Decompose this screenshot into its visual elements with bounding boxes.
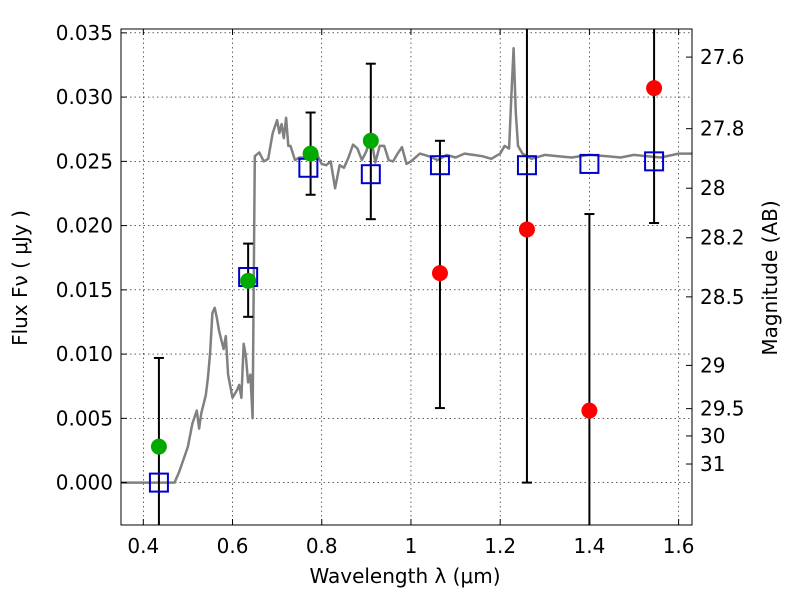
y-tick-label: 0.000 [56, 471, 113, 495]
right-tick-label: 30 [700, 424, 725, 448]
right-tick-label: 27.6 [700, 45, 745, 69]
x-tick-label: 0.4 [127, 534, 159, 558]
y-tick-label: 0.035 [56, 21, 113, 45]
detection-marker [240, 272, 257, 289]
right-tick-label: 28 [700, 176, 725, 200]
x-axis-title: Wavelength λ (μm) [309, 564, 500, 588]
y-tick-label: 0.020 [56, 214, 113, 238]
plot-frame [120, 28, 693, 526]
y-tick-label: 0.025 [56, 149, 113, 173]
right-tick-label: 27.8 [700, 117, 745, 141]
model-square-marker [429, 155, 450, 176]
data-layer [121, 29, 692, 525]
model-square-marker [360, 164, 381, 185]
x-tick-label: 1.2 [484, 534, 516, 558]
y-axis-title: Flux Fν ( μJy ) [8, 210, 32, 346]
y-tick-label: 0.030 [56, 85, 113, 109]
right-tick-label: 29.5 [700, 397, 745, 421]
detection-marker [362, 132, 379, 149]
right-tick-label: 31 [700, 452, 725, 476]
x-tick-label: 0.6 [217, 534, 249, 558]
detection-marker [150, 438, 167, 455]
model-square-marker [516, 155, 537, 176]
x-tick-label: 1.6 [663, 534, 695, 558]
detection-marker [302, 145, 319, 162]
right-axis-title: Magnitude (AB) [758, 200, 782, 355]
y-tick-label: 0.015 [56, 278, 113, 302]
model-square-marker [148, 472, 169, 493]
error-bar [584, 213, 595, 525]
nondetection-marker [646, 80, 663, 97]
x-tick-label: 0.8 [306, 534, 338, 558]
model-spectrum-line [121, 47, 692, 484]
model-square-marker [644, 151, 665, 172]
error-bar [649, 29, 660, 225]
right-tick-label: 29 [700, 353, 725, 377]
x-tick-label: 1 [405, 534, 418, 558]
model-square-marker [579, 153, 600, 174]
nondetection-marker [431, 265, 448, 282]
y-tick-label: 0.005 [56, 406, 113, 430]
ticks: 0.4 0.6 0.8 1 1.2 1.4 1.6 0.000 0.005 0.010 0.015 0… [56, 21, 745, 558]
right-tick-label: 28.5 [700, 285, 745, 309]
error-bar [521, 29, 532, 484]
right-tick-label: 28.2 [700, 226, 745, 250]
y-tick-label: 0.010 [56, 342, 113, 366]
nondetection-marker [518, 221, 535, 238]
nondetection-marker [581, 402, 598, 419]
x-tick-label: 1.4 [573, 534, 605, 558]
